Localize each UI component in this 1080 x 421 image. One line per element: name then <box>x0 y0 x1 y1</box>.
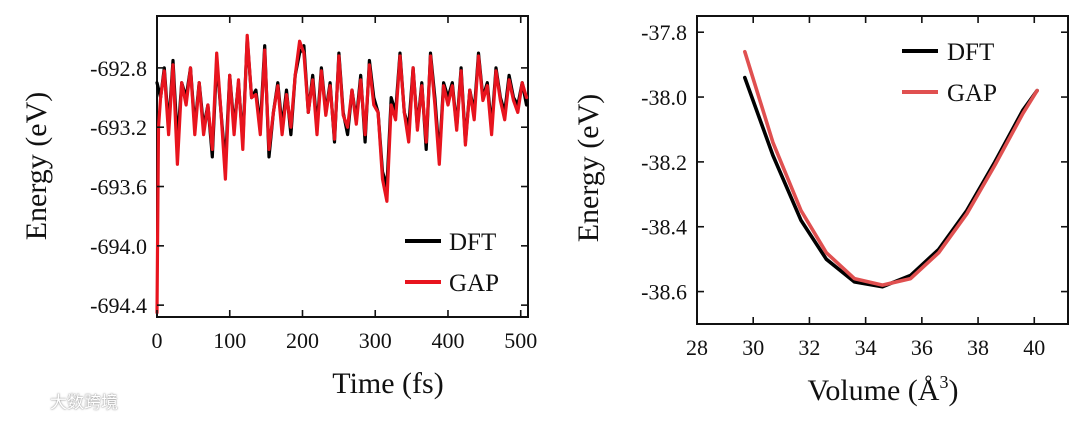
x-tick-label: 34 <box>855 335 877 360</box>
y-tick-label: -38.0 <box>641 85 687 110</box>
x-tick-label: 38 <box>967 335 989 360</box>
y-axis-label: Energy (eV) <box>20 92 53 241</box>
x-axis-label: Volume (Å3) <box>808 372 959 407</box>
watermark: 大数跨境 <box>10 388 118 413</box>
legend-label-gap: GAP <box>449 270 499 297</box>
legend-label-gap: GAP <box>947 80 997 107</box>
x-tick-label: 36 <box>911 335 933 360</box>
x-tick-label: 300 <box>359 328 392 353</box>
y-tick-label: -692.8 <box>90 56 147 81</box>
x-tick-label: 200 <box>286 328 319 353</box>
y-tick-label: -38.4 <box>641 215 687 240</box>
x-tick-label: 500 <box>504 328 537 353</box>
series-line-gap <box>742 49 1039 287</box>
x-tick-label: 32 <box>798 335 820 360</box>
x-tick-label: 30 <box>742 335 764 360</box>
series-line-gap <box>155 33 529 315</box>
x-tick-label: 100 <box>213 328 246 353</box>
y-tick-label: -38.6 <box>641 280 687 305</box>
x-tick-label: 0 <box>152 328 163 353</box>
legend: DFT GAP <box>902 39 997 107</box>
y-tick-label: -694.0 <box>90 234 147 259</box>
legend-label-dft: DFT <box>947 39 994 66</box>
y-axis-label: Energy (eV) <box>572 94 605 243</box>
x-tick-label: 40 <box>1023 335 1045 360</box>
y-tick-label: -693.2 <box>90 115 147 140</box>
legend: DFT GAP <box>405 229 499 297</box>
y-tick-label: -694.4 <box>90 293 147 318</box>
brand-logo-icon <box>10 392 44 409</box>
legend-label-dft: DFT <box>449 229 496 256</box>
x-axis-label: Time (fs) <box>332 367 443 400</box>
watermark-text: 大数跨境 <box>50 393 118 413</box>
y-tick-label: -38.2 <box>641 150 687 175</box>
y-tick-label: -693.6 <box>90 175 147 200</box>
x-tick-label: 400 <box>431 328 464 353</box>
y-tick-label: -37.8 <box>641 20 687 45</box>
x-tick-label: 28 <box>686 335 708 360</box>
chart-time-energy: 0 100 200 300 400 500 -692.8 -693.2 -693.6 -694.0… <box>20 15 537 400</box>
chart-volume-energy: 28 30 32 34 36 38 40-37.8-38.0-38.2-38.4-38.6 … <box>572 15 1069 407</box>
plot-frame <box>696 15 1069 325</box>
